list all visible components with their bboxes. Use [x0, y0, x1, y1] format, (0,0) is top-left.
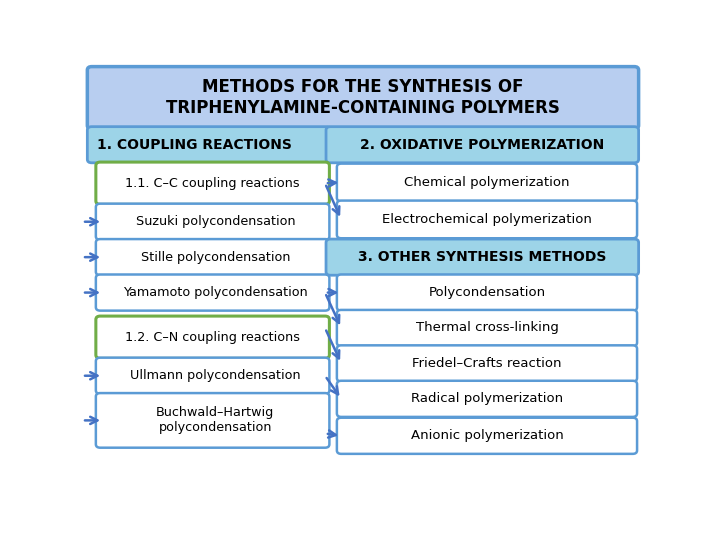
FancyBboxPatch shape	[96, 316, 330, 358]
FancyBboxPatch shape	[337, 163, 637, 201]
Text: METHODS FOR THE SYNTHESIS OF
TRIPHENYLAMINE-CONTAINING POLYMERS: METHODS FOR THE SYNTHESIS OF TRIPHENYLAM…	[166, 78, 560, 117]
Text: Electrochemical polymerization: Electrochemical polymerization	[382, 213, 592, 226]
FancyBboxPatch shape	[337, 345, 637, 382]
FancyBboxPatch shape	[337, 200, 637, 238]
FancyBboxPatch shape	[87, 127, 331, 163]
FancyBboxPatch shape	[96, 204, 330, 240]
Text: Anionic polymerization: Anionic polymerization	[411, 429, 564, 442]
Text: 3. OTHER SYNTHESIS METHODS: 3. OTHER SYNTHESIS METHODS	[358, 250, 606, 264]
FancyBboxPatch shape	[87, 66, 639, 129]
Text: Chemical polymerization: Chemical polymerization	[404, 176, 570, 189]
Text: Ullmann polycondensation: Ullmann polycondensation	[130, 369, 301, 382]
FancyBboxPatch shape	[337, 275, 637, 311]
FancyBboxPatch shape	[96, 162, 330, 204]
Text: 1.1. C–C coupling reactions: 1.1. C–C coupling reactions	[125, 177, 300, 190]
Text: Thermal cross-linking: Thermal cross-linking	[415, 321, 559, 334]
Text: Radical polymerization: Radical polymerization	[411, 392, 563, 405]
Text: 1. COUPLING REACTIONS: 1. COUPLING REACTIONS	[97, 138, 292, 152]
Text: Yamamoto polycondensation: Yamamoto polycondensation	[123, 286, 308, 299]
FancyBboxPatch shape	[337, 310, 637, 346]
FancyBboxPatch shape	[96, 239, 330, 275]
FancyBboxPatch shape	[96, 358, 330, 394]
Text: Friedel–Crafts reaction: Friedel–Crafts reaction	[412, 357, 562, 370]
FancyBboxPatch shape	[337, 381, 637, 417]
Text: Buchwald–Hartwig
polycondensation: Buchwald–Hartwig polycondensation	[156, 406, 274, 434]
FancyBboxPatch shape	[96, 393, 330, 448]
Text: 1.2. C–N coupling reactions: 1.2. C–N coupling reactions	[125, 331, 300, 344]
FancyBboxPatch shape	[337, 418, 637, 454]
FancyBboxPatch shape	[326, 127, 639, 163]
Text: 2. OXIDATIVE POLYMERIZATION: 2. OXIDATIVE POLYMERIZATION	[360, 138, 605, 152]
Text: Polycondensation: Polycondensation	[428, 286, 545, 299]
FancyBboxPatch shape	[96, 275, 330, 311]
FancyBboxPatch shape	[326, 239, 639, 275]
Text: Suzuki polycondensation: Suzuki polycondensation	[135, 215, 295, 228]
Text: Stille polycondensation: Stille polycondensation	[140, 251, 290, 263]
